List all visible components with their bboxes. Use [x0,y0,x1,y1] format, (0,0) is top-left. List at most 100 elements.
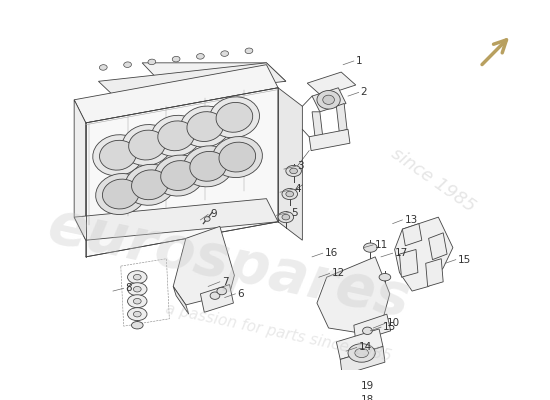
Ellipse shape [282,188,298,200]
Text: 14: 14 [359,342,372,352]
Ellipse shape [221,51,229,56]
Ellipse shape [183,146,233,187]
Text: 3: 3 [298,161,304,171]
Polygon shape [312,88,346,112]
Polygon shape [428,233,447,260]
Ellipse shape [128,308,147,321]
Text: 4: 4 [295,184,301,194]
Ellipse shape [290,168,298,174]
Text: 5: 5 [291,208,298,218]
Ellipse shape [151,115,201,156]
Text: 13: 13 [404,215,417,225]
Ellipse shape [131,170,168,200]
Polygon shape [74,65,278,123]
Ellipse shape [158,121,195,151]
Polygon shape [86,88,278,257]
Ellipse shape [323,95,334,104]
Ellipse shape [204,217,210,221]
Text: a passion for parts since 1985: a passion for parts since 1985 [163,301,393,364]
Polygon shape [337,329,383,360]
Text: 12: 12 [332,268,345,278]
Ellipse shape [245,48,253,54]
Ellipse shape [210,292,220,299]
Ellipse shape [125,164,175,205]
Ellipse shape [364,243,377,252]
Ellipse shape [219,142,256,172]
Ellipse shape [348,344,375,362]
Ellipse shape [317,90,340,109]
Polygon shape [173,226,234,305]
Polygon shape [74,199,278,240]
Text: 17: 17 [394,248,408,258]
Ellipse shape [196,54,204,59]
Ellipse shape [124,62,131,68]
Ellipse shape [180,106,230,147]
Ellipse shape [286,165,301,176]
Ellipse shape [172,56,180,62]
Ellipse shape [100,140,136,170]
Text: since 1985: since 1985 [388,144,479,216]
Ellipse shape [286,191,294,197]
Ellipse shape [350,389,361,396]
Polygon shape [403,224,422,246]
Ellipse shape [161,161,197,190]
Ellipse shape [134,298,141,304]
Text: 18: 18 [361,395,374,400]
Polygon shape [337,104,347,132]
Polygon shape [426,259,443,286]
Ellipse shape [102,179,139,209]
Ellipse shape [190,152,227,181]
Polygon shape [307,72,356,96]
Ellipse shape [278,212,294,223]
Ellipse shape [379,274,390,281]
Text: 9: 9 [210,209,217,219]
Ellipse shape [93,135,143,176]
Text: 16: 16 [324,248,338,258]
Polygon shape [142,63,286,81]
Ellipse shape [100,65,107,70]
Ellipse shape [346,398,360,400]
Ellipse shape [122,124,172,166]
Text: 6: 6 [237,289,244,299]
Polygon shape [317,257,390,333]
Ellipse shape [362,327,372,334]
Text: eurospares: eurospares [43,197,416,330]
Polygon shape [173,286,189,314]
Ellipse shape [128,271,147,284]
Polygon shape [340,346,385,375]
Ellipse shape [282,214,290,220]
Ellipse shape [210,97,260,138]
Text: 11: 11 [375,240,388,250]
Polygon shape [74,100,86,240]
Text: 2: 2 [361,87,367,97]
Ellipse shape [212,136,262,178]
Text: 7: 7 [222,277,228,287]
Text: 8: 8 [125,283,132,293]
Polygon shape [309,129,350,151]
Polygon shape [354,314,390,342]
Ellipse shape [134,311,141,317]
Ellipse shape [217,287,227,295]
Polygon shape [312,112,323,137]
Text: 15: 15 [458,255,471,265]
Ellipse shape [154,155,204,196]
Polygon shape [394,217,453,291]
Polygon shape [399,250,418,277]
Text: 19: 19 [361,381,374,391]
Ellipse shape [134,274,141,280]
Ellipse shape [128,295,147,308]
Ellipse shape [216,102,253,132]
Ellipse shape [128,283,147,296]
Ellipse shape [131,322,143,329]
Text: 1: 1 [356,56,362,66]
Ellipse shape [187,112,224,142]
Polygon shape [278,88,303,240]
Ellipse shape [96,174,146,214]
Ellipse shape [129,130,166,160]
Text: 15: 15 [383,322,396,332]
Ellipse shape [134,286,141,292]
Polygon shape [200,284,233,312]
Polygon shape [98,63,286,100]
Text: 10: 10 [387,318,400,328]
Ellipse shape [148,59,156,65]
